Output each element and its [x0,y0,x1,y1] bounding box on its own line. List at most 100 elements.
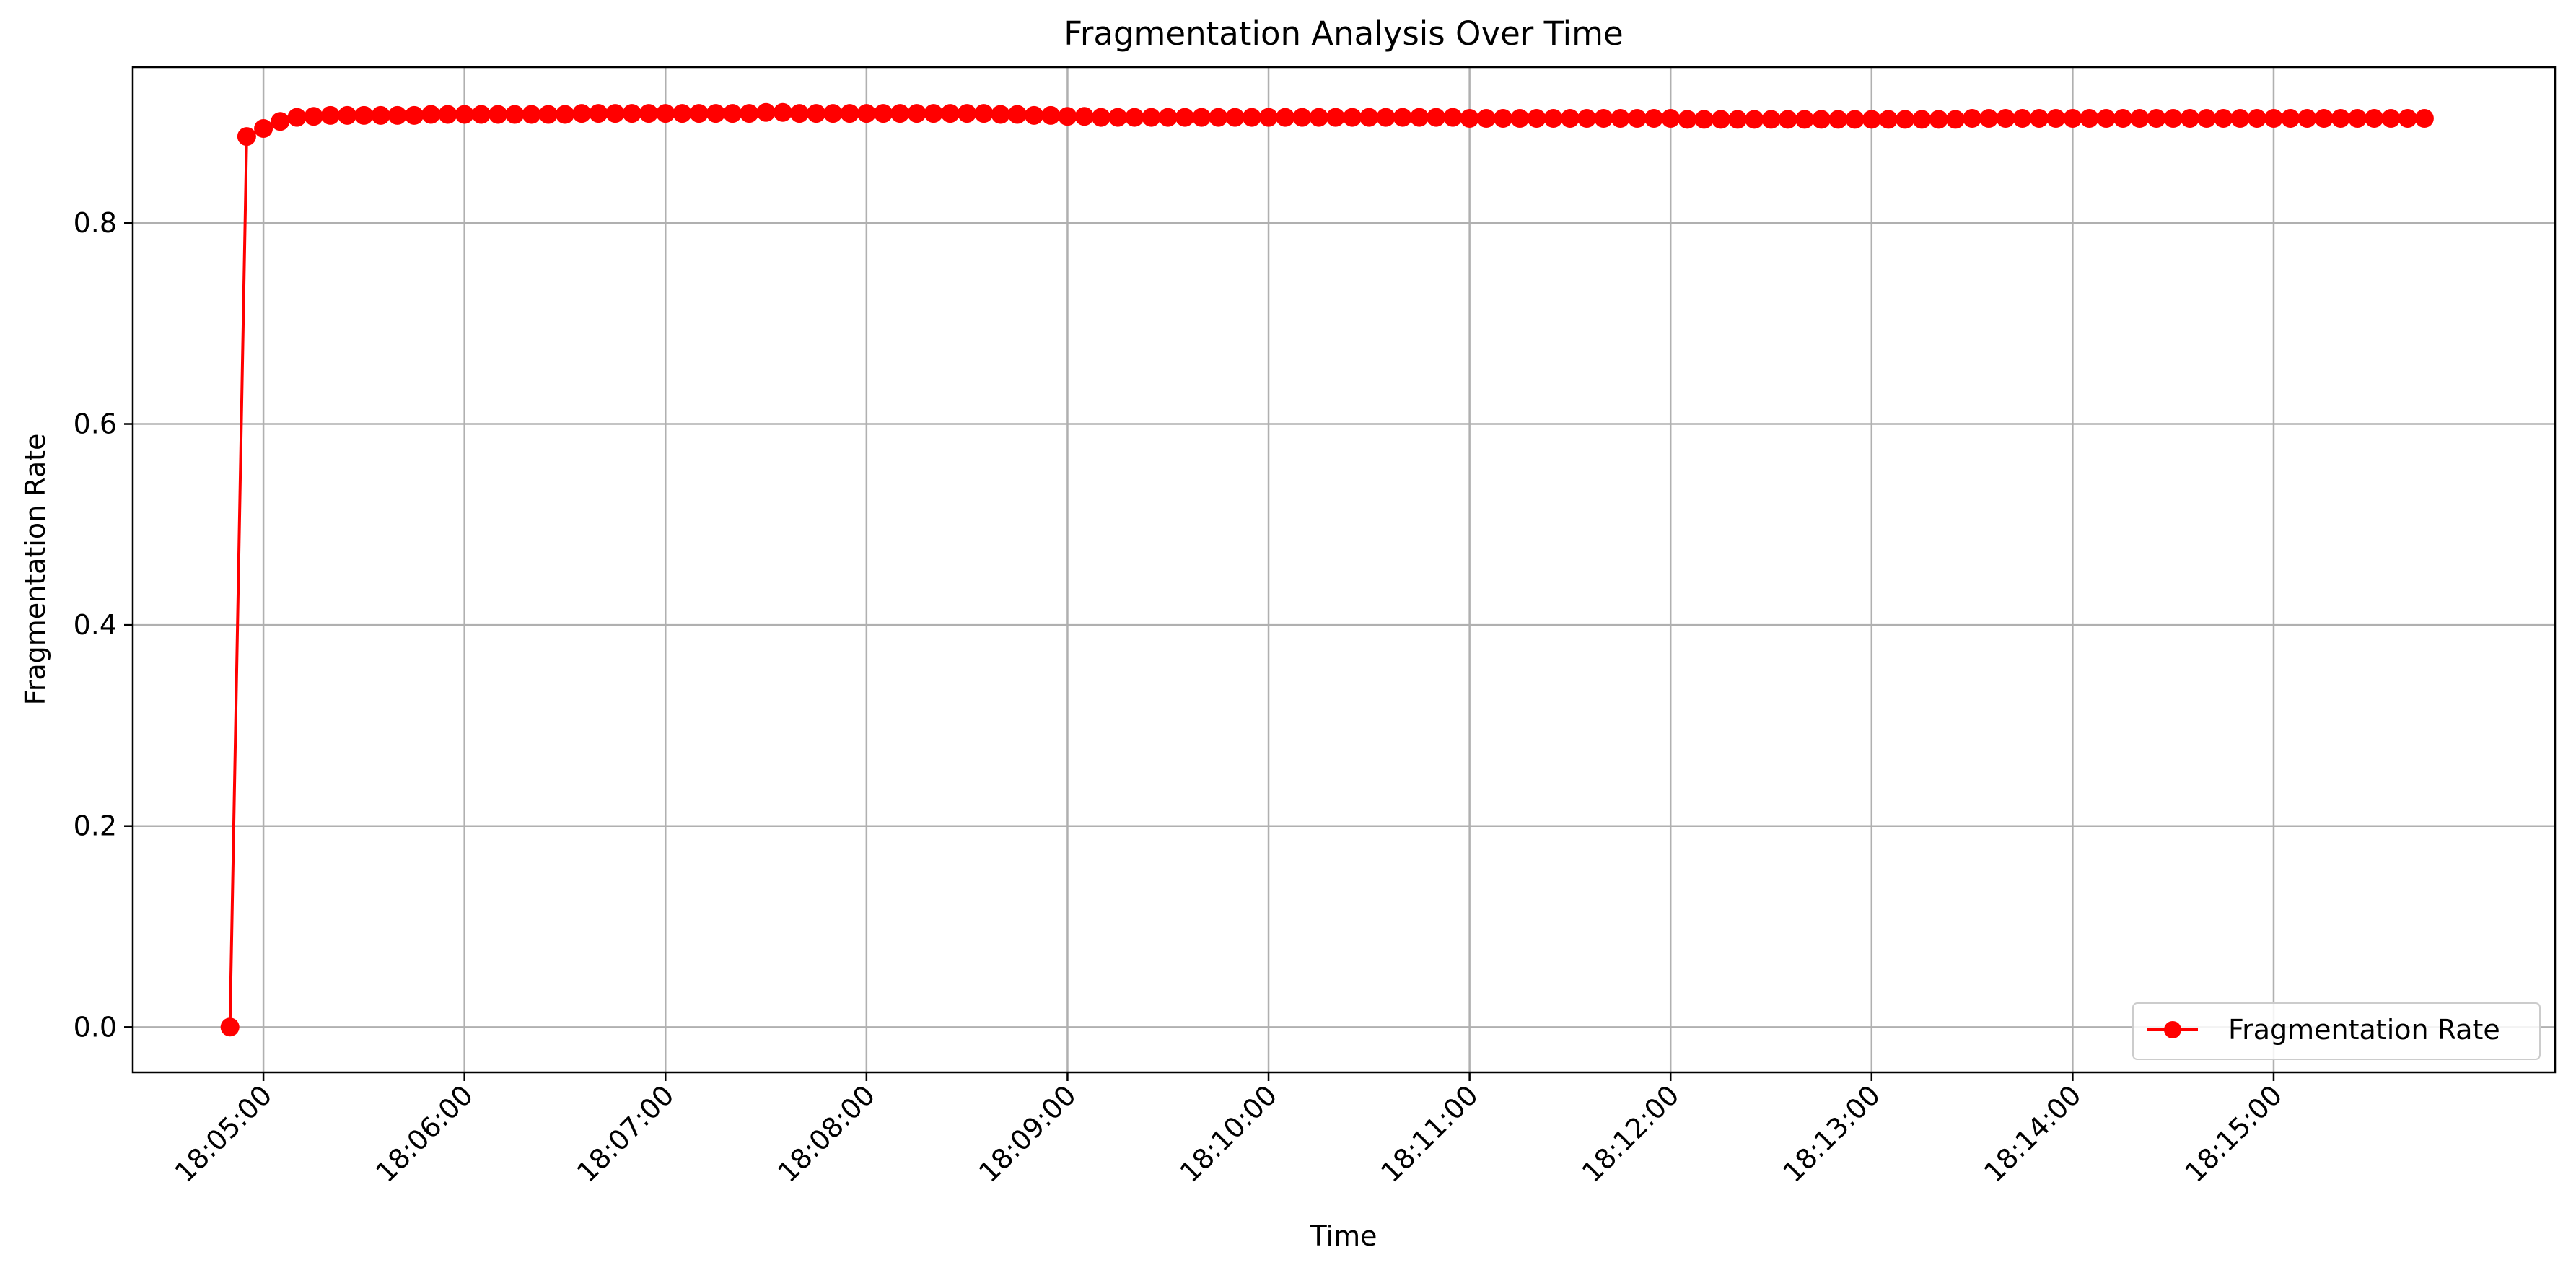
data-point [1845,110,1865,129]
data-point [572,104,592,123]
data-point [907,104,926,123]
data-point [1644,109,1663,128]
data-point [2113,109,2132,128]
data-point [1393,108,1412,127]
data-point [1427,108,1446,127]
data-point [1209,108,1228,127]
data-point [522,105,541,124]
data-point [2264,109,2283,128]
data-point [2398,109,2417,128]
data-point [1175,108,1194,127]
y-tick-label: 0.0 [74,1011,117,1043]
data-point [1543,109,1563,128]
data-point [254,119,273,138]
data-point [2381,109,2401,128]
data-point [1326,108,1345,127]
data-point [991,105,1010,124]
data-point [1627,109,1647,128]
data-point [673,104,692,123]
data-point [287,108,307,127]
data-point [1410,108,1429,127]
data-point [405,105,424,125]
data-point [2063,109,2082,128]
data-point [489,105,508,124]
data-point [1678,110,1697,129]
data-point [2314,109,2334,128]
data-point [354,105,374,125]
data-point [1259,108,1278,127]
data-point [320,105,340,125]
data-point [1292,108,1312,127]
data-point [1979,109,1999,128]
data-point [1225,108,1245,127]
data-point [807,104,826,123]
data-point [1192,108,1212,127]
data-point [639,104,658,123]
data-point [958,104,977,123]
data-point [1058,107,1077,126]
chart-title: Fragmentation Analysis Over Time [1064,14,1623,53]
data-point [421,105,441,124]
data-point [1443,108,1463,127]
data-point [1896,110,1915,129]
data-point [1041,105,1061,125]
data-point [1694,110,1714,129]
data-point [1091,108,1110,127]
data-point [605,104,625,123]
data-point [1795,110,1814,129]
data-point [1359,108,1379,127]
data-point [1945,110,1965,129]
data-point [1007,105,1027,124]
data-point [2297,109,2317,128]
data-point [556,105,574,124]
series-layer [220,102,2434,1037]
data-point [1996,109,2015,128]
data-point [1343,108,1362,127]
data-point [2046,109,2066,128]
data-point [1376,108,1396,127]
data-point [1828,110,1848,129]
data-point [1745,110,1764,129]
data-point [1510,109,1530,128]
data-point [1560,109,1580,128]
data-point [1594,109,1613,128]
data-point [2197,109,2217,128]
data-point [271,112,290,131]
data-point [2214,109,2233,128]
data-point [1862,110,1881,129]
data-point [2348,109,2367,128]
data-point [1108,108,1128,127]
data-point [2130,109,2150,128]
data-point [874,104,893,123]
data-point [1812,110,1831,129]
data-point [1025,105,1043,125]
data-point [840,104,859,123]
data-point [857,104,876,123]
x-axis-label: Time [1310,1220,1377,1252]
data-point [790,104,809,123]
data-point [1309,108,1328,127]
data-point [1527,109,1546,128]
data-point [2281,109,2300,128]
data-point [974,104,994,123]
data-point [622,104,641,123]
legend-box [2132,1002,2541,1060]
grid [133,67,2555,1072]
data-point [740,104,759,123]
data-point [589,104,608,123]
data-point [1476,109,1496,128]
plot-frame [131,66,2557,1074]
data-point [1276,108,1295,127]
data-point [1711,110,1730,129]
y-tick-label: 0.8 [74,207,117,239]
data-point [723,104,742,123]
data-point [505,105,525,124]
data-point [1879,110,1898,129]
data-point [220,1017,240,1037]
data-point [1142,108,1161,127]
legend-label: Fragmentation Rate [2228,1014,2500,1046]
data-point [2012,109,2032,128]
data-point [2230,109,2250,128]
